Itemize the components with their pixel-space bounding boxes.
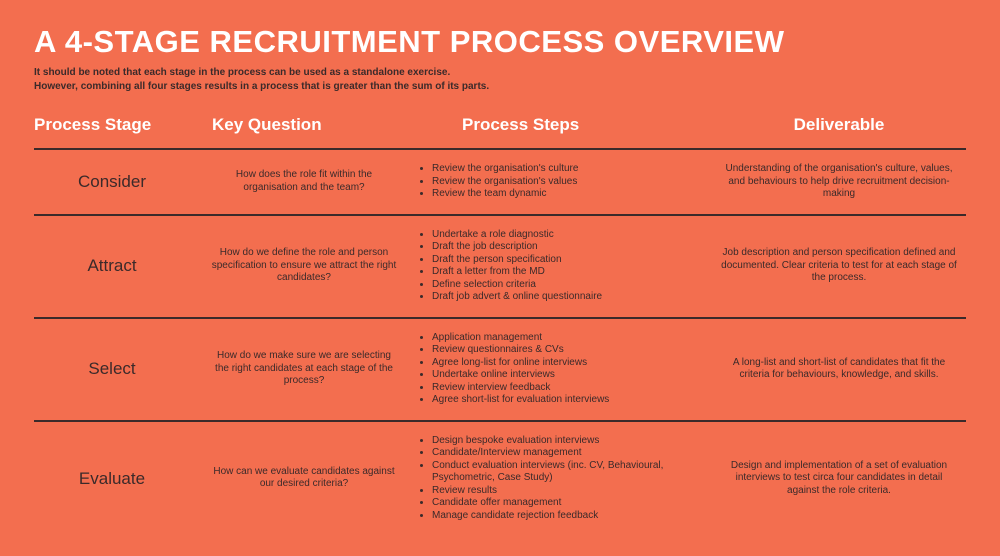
process-steps: Design bespoke evaluation interviewsCand… (404, 435, 714, 523)
process-step-item: Review the organisation's values (432, 176, 714, 189)
process-step-item: Conduct evaluation interviews (inc. CV, … (432, 460, 714, 485)
process-step-item: Review the team dynamic (432, 188, 714, 201)
process-step-item: Manage candidate rejection feedback (432, 510, 714, 523)
process-step-item: Undertake a role diagnostic (432, 229, 714, 242)
row-divider (34, 148, 966, 150)
header-process-stage: Process Stage (34, 115, 204, 135)
table-row-attract: Attract How do we define the role and pe… (34, 219, 966, 314)
page-title: A 4-STAGE RECRUITMENT PROCESS OVERVIEW (34, 24, 966, 60)
process-table: Process Stage Key Question Process Steps… (34, 115, 966, 532)
key-question: How can we evaluate candidates against o… (204, 466, 404, 491)
process-step-item: Review results (432, 485, 714, 498)
process-step-item: Undertake online interviews (432, 369, 714, 382)
table-header-row: Process Stage Key Question Process Steps… (34, 115, 966, 145)
deliverable: Job description and person specification… (714, 247, 964, 285)
process-step-item: Review questionnaires & CVs (432, 344, 714, 357)
process-step-item: Application management (432, 332, 714, 345)
subtitle-line-2: However, combining all four stages resul… (34, 81, 489, 92)
process-step-item: Draft the job description (432, 241, 714, 254)
process-step-item: Candidate/Interview management (432, 447, 714, 460)
process-step-item: Define selection criteria (432, 279, 714, 292)
process-steps: Undertake a role diagnosticDraft the job… (404, 229, 714, 304)
row-divider (34, 420, 966, 422)
stage-name: Select (34, 358, 204, 379)
stage-name: Evaluate (34, 468, 204, 489)
header-key-question: Key Question (204, 115, 404, 135)
deliverable: Design and implementation of a set of ev… (714, 460, 964, 498)
table-row-consider: Consider How does the role fit within th… (34, 153, 966, 211)
process-step-item: Agree long-list for online interviews (432, 357, 714, 370)
subtitle-line-1: It should be noted that each stage in th… (34, 67, 450, 78)
table-row-select: Select How do we make sure we are select… (34, 322, 966, 417)
row-divider (34, 317, 966, 319)
row-divider (34, 214, 966, 216)
header-process-steps: Process Steps (404, 115, 714, 135)
process-step-item: Review the organisation's culture (432, 163, 714, 176)
deliverable: Understanding of the organisation's cult… (714, 163, 964, 201)
table-row-evaluate: Evaluate How can we evaluate candidates … (34, 425, 966, 533)
stage-name: Attract (34, 255, 204, 276)
process-steps: Review the organisation's cultureReview … (404, 163, 714, 201)
process-step-item: Draft a letter from the MD (432, 266, 714, 279)
key-question: How does the role fit within the organis… (204, 169, 404, 194)
process-step-item: Design bespoke evaluation interviews (432, 435, 714, 448)
deliverable: A long-list and short-list of candidates… (714, 357, 964, 382)
key-question: How do we make sure we are selecting the… (204, 350, 404, 388)
stage-name: Consider (34, 171, 204, 192)
page-subtitle: It should be noted that each stage in th… (34, 66, 966, 93)
process-step-item: Candidate offer management (432, 497, 714, 510)
process-step-item: Draft job advert & online questionnaire (432, 291, 714, 304)
key-question: How do we define the role and person spe… (204, 247, 404, 285)
process-step-item: Review interview feedback (432, 382, 714, 395)
process-steps: Application managementReview questionnai… (404, 332, 714, 407)
header-deliverable: Deliverable (714, 115, 964, 135)
process-step-item: Agree short-list for evaluation intervie… (432, 394, 714, 407)
process-step-item: Draft the person specification (432, 254, 714, 267)
